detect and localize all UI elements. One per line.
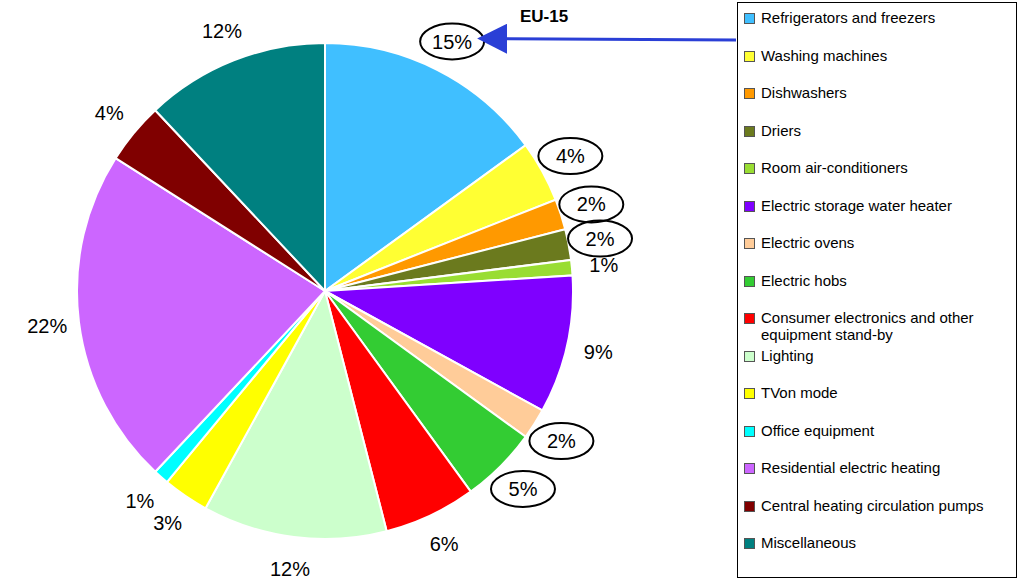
svg-text:5%: 5%: [509, 478, 538, 500]
svg-text:4%: 4%: [95, 102, 124, 124]
svg-text:1%: 1%: [125, 490, 154, 512]
svg-text:4%: 4%: [556, 145, 585, 167]
svg-text:15%: 15%: [432, 31, 472, 53]
html-text:Office equipment: Office equipment: [761, 421, 875, 439]
svg-text:1%: 1%: [589, 254, 618, 276]
svg-text:6%: 6%: [430, 533, 459, 555]
html-text:Dishwashers: Dishwashers: [761, 84, 847, 101]
html-text:Residential electric heating: Residential electric heating: [761, 459, 941, 476]
html-text:Central heating circulation pu: Central heating circulation pumps: [761, 496, 984, 514]
svg-text:2%: 2%: [547, 430, 576, 452]
html-text:Miscellaneous: Miscellaneous: [761, 534, 856, 551]
html-text:Driers: Driers: [761, 121, 801, 139]
html-text:Electric storage water heater: Electric storage water heater: [761, 196, 952, 214]
html-text:Electric hobs: Electric hobs: [761, 271, 847, 289]
html-text:Lighting: Lighting: [761, 346, 814, 364]
html-text:Consumer electronics and other: Consumer electronics and other equipment…: [761, 309, 974, 343]
html-text:Room air-conditioners: Room air-conditioners: [761, 159, 908, 176]
svg-text:12%: 12%: [270, 558, 310, 580]
svg-text:12%: 12%: [202, 20, 242, 42]
html-text:Electric ovens: Electric ovens: [761, 234, 855, 251]
html-text:TVon mode: TVon mode: [761, 384, 838, 401]
svg-text:22%: 22%: [27, 315, 67, 337]
svg-text:3%: 3%: [153, 512, 182, 534]
html-text:Washing machines: Washing machines: [761, 46, 888, 64]
svg-text:2%: 2%: [577, 193, 606, 215]
html-text:Refrigerators and freezers: Refrigerators and freezers: [761, 9, 936, 26]
svg-text:9%: 9%: [584, 341, 613, 363]
svg-text:2%: 2%: [586, 228, 615, 250]
svg-text:EU-15: EU-15: [520, 7, 568, 26]
